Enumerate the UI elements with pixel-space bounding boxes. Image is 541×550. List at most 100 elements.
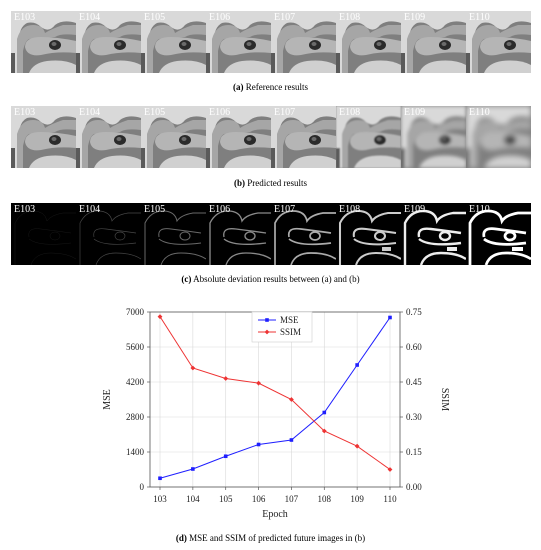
x-tick-label: 109 xyxy=(350,494,364,504)
tile-label: E109 xyxy=(404,12,426,23)
tile-label: E106 xyxy=(209,204,231,215)
tile-label: E110 xyxy=(469,12,490,23)
legend-box xyxy=(251,311,313,343)
data-point-ssim xyxy=(387,467,393,472)
y-right-tick-label: 0.30 xyxy=(406,412,422,422)
image-tile: E107 xyxy=(271,106,336,168)
tile-label: E108 xyxy=(339,107,361,118)
tile-label: E103 xyxy=(14,204,36,215)
caption-b-text: Predicted results xyxy=(245,178,307,188)
tile-label: E104 xyxy=(79,204,101,215)
caption-c: (c) Absolute deviation results between (… xyxy=(0,273,541,285)
y-right-axis-label: SSIM xyxy=(439,388,450,411)
image-tile: E108 xyxy=(336,11,401,73)
x-tick-label: 107 xyxy=(285,494,299,504)
tile-label: E108 xyxy=(339,204,361,215)
legend-marker-mse xyxy=(265,318,269,322)
image-tile: E107 xyxy=(271,11,336,73)
caption-a: (a) Reference results xyxy=(0,81,541,93)
x-tick-label: 106 xyxy=(252,494,266,504)
tile-label: E105 xyxy=(144,12,166,23)
y-left-tick-label: 2800 xyxy=(126,412,145,422)
image-tile: E104 xyxy=(76,11,141,73)
data-point-mse xyxy=(355,363,359,367)
image-tile: E105 xyxy=(141,106,206,168)
data-point-ssim xyxy=(289,397,294,402)
tile-label: E108 xyxy=(339,12,361,23)
y-left-tick-label: 7000 xyxy=(126,307,145,317)
image-tile: E110 xyxy=(466,11,531,73)
image-tile: E106 xyxy=(206,106,271,168)
image-tile: E105 xyxy=(141,203,206,265)
data-point-mse xyxy=(191,467,195,471)
tile-label: E109 xyxy=(404,204,426,215)
tile-label: E106 xyxy=(209,107,231,118)
caption-a-text: Reference results xyxy=(243,82,308,92)
x-tick-label: 105 xyxy=(219,494,233,504)
caption-d-text: MSE and SSIM of predicted future images … xyxy=(186,533,366,543)
data-point-ssim xyxy=(354,443,360,449)
y-right-tick-label: 0.00 xyxy=(406,482,422,492)
tile-label: E104 xyxy=(79,12,101,23)
y-right-tick-label: 0.75 xyxy=(406,307,422,317)
predicted-results-row: E103 E104 E105 xyxy=(11,106,531,168)
y-left-tick-label: 4200 xyxy=(126,377,145,387)
data-point-mse xyxy=(223,454,228,459)
image-tile: E110 xyxy=(466,106,531,168)
x-tick-label: 104 xyxy=(186,494,200,504)
image-tile: E103 xyxy=(11,106,76,168)
caption-c-tag: (c) xyxy=(181,274,192,284)
data-point-mse xyxy=(289,438,294,442)
tile-label: E106 xyxy=(209,12,231,23)
image-tile: E105 xyxy=(141,11,206,73)
caption-d-tag: (d) xyxy=(175,533,187,543)
legend-label-mse: MSE xyxy=(280,315,299,325)
image-tile: E109 xyxy=(401,11,466,73)
series-line-ssim xyxy=(159,316,391,470)
tile-label: E103 xyxy=(14,12,36,23)
y-right-tick-label: 0.60 xyxy=(406,342,422,352)
tile-label: E103 xyxy=(14,107,36,118)
x-tick-label: 110 xyxy=(383,494,397,504)
deviation-results-row: E103 E104 E105 xyxy=(11,203,531,265)
mse-ssim-chart: 0 1400 2800 4200 5600 7000 0.00 0.15 0.30 0.45 0.6… xyxy=(102,307,450,520)
tile-label: E110 xyxy=(469,204,490,215)
tile-label: E105 xyxy=(144,107,166,118)
legend-label-ssim: SSIM xyxy=(280,327,301,337)
y-left-tick-label: 5600 xyxy=(126,342,145,352)
tile-label: E107 xyxy=(274,107,296,118)
tile-label: E107 xyxy=(274,12,296,23)
caption-b-tag: (b) xyxy=(234,178,245,188)
image-tile: E103 xyxy=(11,203,76,265)
data-point-ssim xyxy=(157,314,163,320)
y-right-tick-label: 0.15 xyxy=(406,447,422,457)
y-left-tick-label: 0 xyxy=(140,482,145,492)
caption-a-tag: (a) xyxy=(233,82,244,92)
data-point-mse xyxy=(388,315,392,320)
image-tile: E108 xyxy=(336,203,401,265)
data-point-mse xyxy=(158,476,162,481)
tile-label: E110 xyxy=(469,107,490,118)
image-tile: E108 xyxy=(336,106,401,168)
tile-label: E105 xyxy=(144,204,166,215)
reference-results-row: E103 E104 E105 xyxy=(11,11,531,73)
x-axis-label: Epoch xyxy=(262,509,288,520)
image-tile: E109 xyxy=(401,106,466,168)
image-tile: E107 xyxy=(271,203,336,265)
tile-label: E107 xyxy=(274,204,296,215)
image-tile: E109 xyxy=(401,203,466,265)
x-tick-label: 103 xyxy=(153,494,167,504)
tile-label: E109 xyxy=(404,107,426,118)
image-tile: E104 xyxy=(76,106,141,168)
y-left-axis-label: MSE xyxy=(102,389,113,410)
caption-b: (b) Predicted results xyxy=(0,177,541,189)
data-point-ssim xyxy=(190,365,196,371)
y-right-tick-label: 0.45 xyxy=(406,377,422,387)
tile-label: E104 xyxy=(79,107,101,118)
data-point-mse xyxy=(256,442,261,447)
y-left-tick-label: 1400 xyxy=(126,447,145,457)
image-tile: E104 xyxy=(76,203,141,265)
image-tile: E106 xyxy=(206,203,271,265)
x-tick-label: 108 xyxy=(318,494,332,504)
data-point-mse xyxy=(322,410,327,415)
